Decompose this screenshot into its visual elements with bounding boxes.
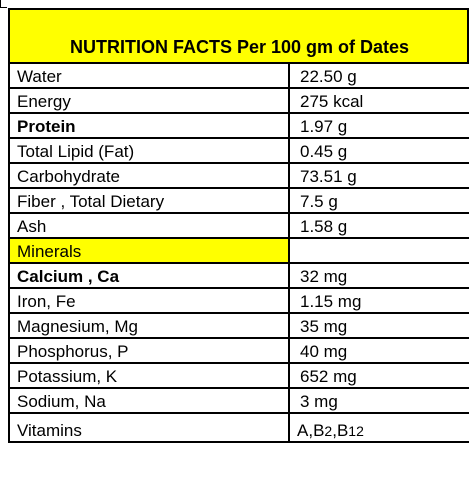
vitamins-value: A,B2,B12	[288, 412, 469, 443]
nutrient-name-highlight: Calcium , Ca	[8, 262, 290, 289]
table-row: Carbohydrate 73.51 g	[8, 162, 469, 189]
nutrient-name: Ash	[8, 212, 290, 239]
vitamin-b12-letter: B	[336, 421, 349, 440]
table-row: Magnesium, Mg 35 mg	[8, 312, 469, 339]
nutrient-name: Iron, Fe	[8, 287, 290, 314]
nutrient-name: Potassium, K	[8, 362, 290, 389]
table-row: Total Lipid (Fat) 0.45 g	[8, 137, 469, 164]
nutrient-value: 3 mg	[288, 387, 469, 414]
nutrient-name-highlight: Protein	[8, 112, 290, 139]
nutrient-value: 1.97 g	[288, 112, 469, 139]
nutrient-value: 1.15 mg	[288, 287, 469, 314]
table-title: NUTRITION FACTS Per 100 gm of Dates	[8, 8, 469, 62]
nutrient-value: 0.45 g	[288, 137, 469, 164]
vitamin-b2-subscript: 2	[324, 423, 333, 439]
nutrient-name: Water	[8, 62, 290, 89]
section-header: Minerals	[8, 237, 290, 264]
nutrient-value	[288, 237, 469, 264]
nutrient-value: 73.51 g	[288, 162, 469, 189]
nutrient-name: Sodium, Na	[8, 387, 290, 414]
table-row: Vitamins A,B2,B12	[8, 412, 469, 443]
vitamin-b2-letter: B	[313, 421, 325, 440]
nutrient-value: 1.58 g	[288, 212, 469, 239]
section-row: Minerals	[8, 237, 469, 264]
nutrient-name: Energy	[8, 87, 290, 114]
table-row: Sodium, Na 3 mg	[8, 387, 469, 414]
table-row: Iron, Fe 1.15 mg	[8, 287, 469, 314]
vitamin-separator: ,	[332, 421, 337, 440]
table-row: Energy 275 kcal	[8, 87, 469, 114]
nutrient-name: Magnesium, Mg	[8, 312, 290, 339]
nutrient-value: 35 mg	[288, 312, 469, 339]
nutrient-value: 7.5 g	[288, 187, 469, 214]
nutrient-name: Phosphorus, P	[8, 337, 290, 364]
table-row: Phosphorus, P 40 mg	[8, 337, 469, 364]
table-row: Potassium, K 652 mg	[8, 362, 469, 389]
nutrient-name: Total Lipid (Fat)	[8, 137, 290, 164]
table-row: Ash 1.58 g	[8, 212, 469, 239]
nutrient-value: 275 kcal	[288, 87, 469, 114]
table-row: Fiber , Total Dietary 7.5 g	[8, 187, 469, 214]
nutrient-name: Vitamins	[8, 412, 290, 443]
corner-marker	[0, 0, 7, 8]
nutrient-value: 40 mg	[288, 337, 469, 364]
nutrient-name: Carbohydrate	[8, 162, 290, 189]
table-row: Calcium , Ca 32 mg	[8, 262, 469, 289]
nutrient-value: 652 mg	[288, 362, 469, 389]
nutrient-value: 32 mg	[288, 262, 469, 289]
vitamin-a: A,	[297, 421, 314, 440]
nutrition-table: Water 22.50 g Energy 275 kcal Protein 1.…	[8, 62, 469, 443]
nutrient-name: Fiber , Total Dietary	[8, 187, 290, 214]
vitamin-b12-subscript: 12	[348, 423, 364, 439]
nutrient-value: 22.50 g	[288, 62, 469, 89]
table-row: Water 22.50 g	[8, 62, 469, 89]
table-row: Protein 1.97 g	[8, 112, 469, 139]
